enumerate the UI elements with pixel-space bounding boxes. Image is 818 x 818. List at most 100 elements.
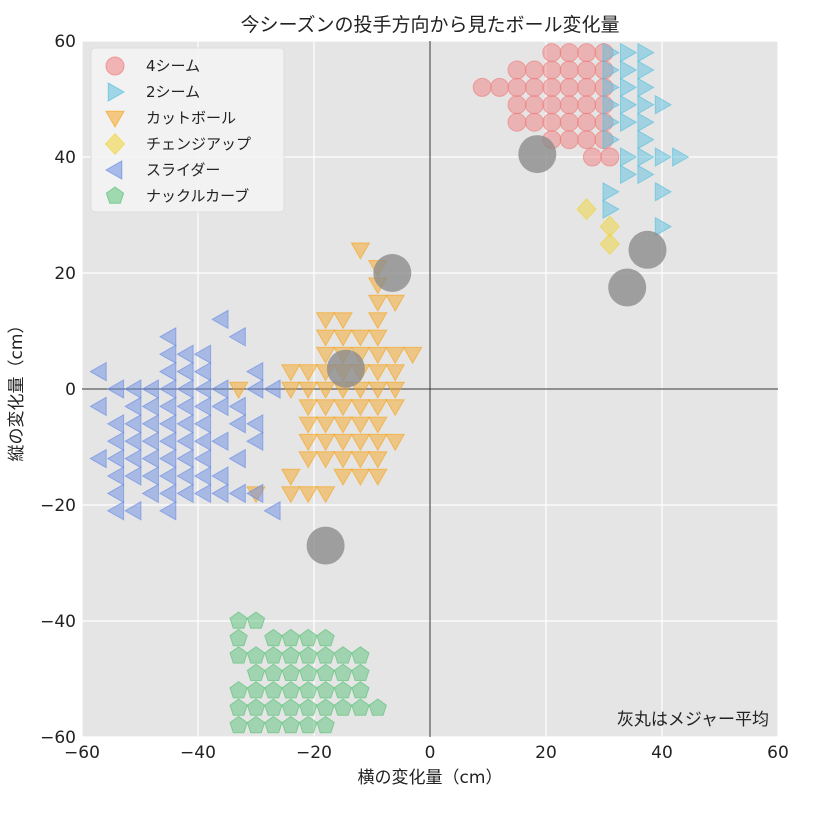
data-point — [351, 646, 370, 664]
average-marker — [373, 254, 412, 292]
legend-label: スライダー — [146, 161, 220, 179]
legend-label: ナックルカーブ — [146, 187, 249, 205]
data-point — [524, 95, 544, 115]
data-point — [124, 466, 142, 486]
data-point — [602, 129, 620, 150]
legend-marker — [105, 186, 125, 204]
data-point — [368, 698, 387, 716]
data-point — [176, 344, 194, 365]
legend-box — [90, 47, 285, 213]
data-point — [385, 364, 406, 382]
data-point — [315, 329, 336, 347]
data-point — [298, 364, 319, 382]
average-annotation: 灰丸はメジャー平均 — [617, 710, 769, 730]
data-point — [620, 94, 638, 115]
legend-marker — [104, 132, 126, 156]
data-point — [350, 381, 371, 400]
data-point — [281, 680, 300, 699]
data-point — [367, 381, 388, 400]
data-point — [654, 94, 673, 115]
data-point — [280, 381, 301, 400]
average-marker — [306, 526, 345, 565]
data-point — [350, 399, 371, 417]
data-point — [350, 468, 371, 487]
data-point — [106, 483, 125, 504]
data-point — [193, 379, 212, 399]
data-point — [402, 346, 423, 365]
data-point — [559, 43, 579, 63]
data-point — [600, 147, 620, 167]
x-tick-labels: −60 −40 −20 0 20 40 60 — [64, 743, 789, 763]
data-point — [298, 451, 319, 469]
data-point — [602, 60, 620, 80]
y-tick-label: −20 — [40, 496, 76, 516]
data-point — [620, 112, 638, 133]
data-point — [193, 448, 212, 469]
data-point — [299, 628, 318, 647]
data-point — [637, 129, 655, 150]
data-point — [637, 94, 655, 115]
data-point — [577, 95, 597, 115]
data-point — [158, 379, 177, 399]
data-point — [542, 112, 562, 132]
data-point — [637, 164, 655, 185]
data-point — [158, 326, 177, 347]
data-point — [559, 112, 579, 132]
data-point — [524, 60, 544, 80]
data-point — [507, 112, 527, 132]
data-point — [315, 399, 336, 417]
data-point — [264, 680, 283, 699]
average-marker — [518, 135, 557, 174]
data-point — [228, 326, 246, 347]
data-point — [141, 413, 159, 434]
data-point — [637, 112, 655, 133]
data-point — [281, 698, 300, 716]
data-point — [158, 396, 177, 417]
data-point — [637, 60, 655, 80]
x-tick-label: −20 — [296, 743, 332, 763]
data-point — [577, 77, 597, 97]
average-markers — [306, 135, 667, 565]
data-point — [385, 294, 406, 313]
data-point — [333, 698, 353, 716]
data-point — [351, 698, 370, 716]
legend-label: カットボール — [146, 109, 236, 127]
legend-label: チェンジアップ — [146, 135, 251, 153]
data-point — [582, 147, 602, 167]
data-point — [333, 312, 353, 330]
data-point — [263, 500, 281, 521]
data-point — [193, 483, 212, 504]
data-point — [211, 379, 229, 399]
data-point — [367, 294, 388, 313]
y-tick-label: −40 — [40, 612, 76, 632]
data-point — [620, 60, 638, 80]
data-point — [654, 216, 673, 237]
legend-item: 2シーム — [107, 82, 200, 102]
data-point — [367, 329, 388, 347]
data-point — [280, 468, 301, 487]
data-point — [245, 483, 264, 504]
y-tick-label: −60 — [40, 728, 76, 748]
data-point — [350, 433, 371, 452]
data-point — [281, 663, 300, 681]
data-point — [141, 483, 159, 504]
data-point — [176, 483, 194, 504]
x-tick-label: −60 — [64, 743, 100, 763]
data-point — [315, 451, 336, 469]
data-point — [599, 232, 620, 256]
legend-label: 2シーム — [146, 83, 200, 101]
data-point — [280, 364, 301, 382]
data-point — [472, 77, 492, 97]
data-point — [193, 344, 212, 365]
y-tick-label: 0 — [65, 380, 76, 400]
x-tick-label: 20 — [535, 743, 557, 763]
data-point — [367, 312, 388, 330]
data-point — [298, 399, 319, 417]
data-point — [211, 466, 229, 486]
series-2 — [228, 242, 423, 504]
data-point — [299, 680, 318, 699]
data-point — [281, 646, 300, 664]
average-marker — [628, 230, 667, 269]
data-point — [158, 413, 177, 434]
y-tick-labels: 60 40 20 0 −20 −40 −60 — [40, 32, 76, 748]
